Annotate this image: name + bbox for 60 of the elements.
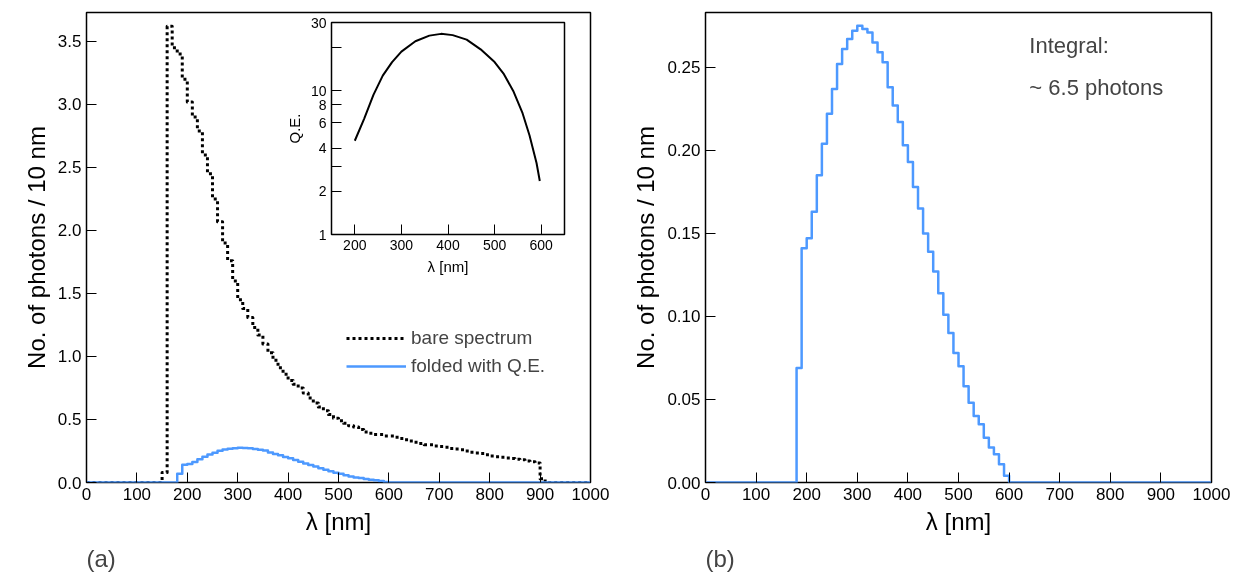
y-tick-label: 2 — [318, 183, 327, 200]
x-tick-label: 900 — [525, 484, 555, 504]
x-tick-label: 600 — [994, 484, 1024, 504]
x-tick-label: 500 — [324, 484, 353, 504]
y-tick-label: 6 — [318, 114, 327, 131]
y-tick-label: 0.0 — [57, 473, 82, 493]
y-tick-label: 0.05 — [667, 390, 701, 410]
annotation: Integral: — [1029, 32, 1109, 58]
x-tick-label: 1000 — [1192, 484, 1231, 504]
y-tick-label: 2.5 — [57, 158, 82, 178]
annotation: ~ 6.5 photons — [1029, 75, 1164, 101]
y-tick-label: 3.0 — [57, 95, 82, 115]
y-tick-label: 1.5 — [57, 284, 82, 304]
x-tick-label: 100 — [741, 484, 771, 504]
y-tick-label: 8 — [318, 96, 327, 113]
y-tick-label: 0.00 — [667, 473, 701, 493]
y-tick-label: 1.0 — [57, 347, 82, 367]
x-tick-label: 700 — [425, 484, 454, 504]
x-axis-title: λ [nm] — [305, 507, 372, 535]
x-tick-label: 200 — [343, 236, 367, 253]
x-tick-label: 900 — [1146, 484, 1176, 504]
y-tick-label: 0.10 — [667, 307, 701, 327]
y-tick-label: 1 — [318, 226, 327, 243]
legend-label: bare spectrum — [411, 327, 533, 349]
x-tick-label: 400 — [273, 484, 303, 504]
text: (a) — [86, 544, 116, 572]
y-axis-title: Q.E. — [285, 113, 303, 144]
x-tick-label: 300 — [843, 484, 872, 504]
x-tick-label: 100 — [122, 484, 152, 504]
legend-label: folded with Q.E. — [411, 355, 546, 377]
y-axis-title: No. of photons / 10 nm — [632, 126, 660, 369]
x-axis-title: λ [nm] — [427, 257, 469, 275]
x-tick-label: 300 — [389, 236, 414, 253]
y-tick-label: 0.25 — [667, 58, 701, 78]
x-tick-label: 600 — [374, 484, 404, 504]
x-tick-label: 400 — [436, 236, 460, 253]
text: (b) — [705, 544, 735, 572]
y-tick-label: 30 — [310, 14, 327, 31]
x-tick-label: 400 — [893, 484, 923, 504]
x-tick-label: 800 — [1096, 484, 1125, 504]
x-tick-label: 500 — [482, 236, 507, 253]
x-tick-label: 800 — [475, 484, 504, 504]
x-tick-label: 1000 — [571, 484, 610, 504]
x-tick-label: 200 — [792, 484, 821, 504]
x-tick-label: 0 — [81, 484, 92, 504]
y-tick-label: 0.5 — [57, 410, 82, 430]
x-tick-label: 200 — [173, 484, 202, 504]
y-tick-label: 0.20 — [667, 141, 701, 161]
y-tick-label: 4 — [318, 140, 327, 157]
x-tick-label: 700 — [1045, 484, 1074, 504]
x-tick-label: 500 — [944, 484, 973, 504]
x-tick-label: 600 — [529, 236, 554, 253]
x-axis-title: λ [nm] — [925, 507, 992, 535]
y-tick-label: 0.15 — [667, 224, 701, 244]
y-axis-title: No. of photons / 10 nm — [22, 126, 50, 369]
x-tick-label: 0 — [700, 484, 711, 504]
y-tick-label: 2.0 — [57, 221, 82, 241]
y-tick-label: 10 — [310, 82, 327, 99]
x-tick-label: 300 — [223, 484, 252, 504]
y-tick-label: 3.5 — [57, 32, 82, 52]
